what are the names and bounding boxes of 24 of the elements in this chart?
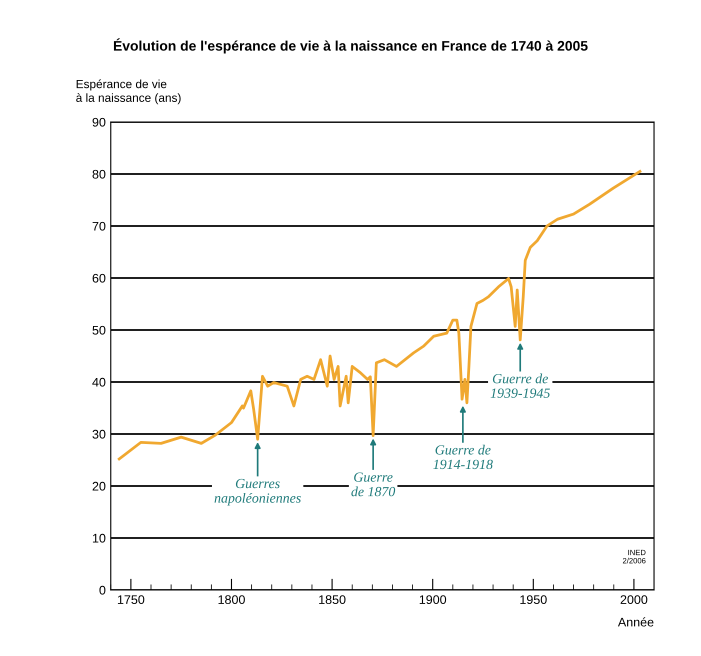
x-axis-title: Année bbox=[618, 617, 654, 627]
y-tick-label: 90 bbox=[92, 118, 106, 127]
x-tick-label: 2000 bbox=[620, 595, 648, 604]
x-tick-label: 1850 bbox=[319, 595, 346, 604]
line-series bbox=[118, 170, 642, 460]
y-tick-label: 80 bbox=[92, 170, 106, 179]
x-tick-label: 1900 bbox=[420, 595, 446, 604]
annotation: Guerre de 1914-1918 bbox=[433, 444, 493, 470]
y-tick-label: 50 bbox=[92, 326, 106, 335]
annotation: Guerre de 1939-1945 bbox=[490, 374, 550, 398]
y-tick-label: 20 bbox=[92, 482, 106, 491]
y-tick-label: 0 bbox=[99, 586, 106, 595]
y-tick-label: 40 bbox=[92, 378, 106, 387]
x-tick-label: 1950 bbox=[520, 595, 547, 604]
y-tick-label: 70 bbox=[92, 222, 106, 231]
y-axis-title: Espérance de vie à la naissance (ans) bbox=[76, 79, 181, 104]
x-tick-label: 1750 bbox=[118, 595, 144, 604]
chart-title: Évolution de l'espérance de vie à la naissance en France de 1740 à 2005 bbox=[114, 38, 588, 54]
annotation: Guerres napoléoniennes bbox=[214, 478, 301, 506]
y-tick-label: 30 bbox=[92, 430, 106, 439]
y-tick-label: 10 bbox=[92, 534, 106, 543]
x-tick-label: 1800 bbox=[218, 595, 245, 604]
annotation: Guerre de 1870 bbox=[351, 472, 396, 496]
y-tick-label: 60 bbox=[92, 274, 106, 283]
